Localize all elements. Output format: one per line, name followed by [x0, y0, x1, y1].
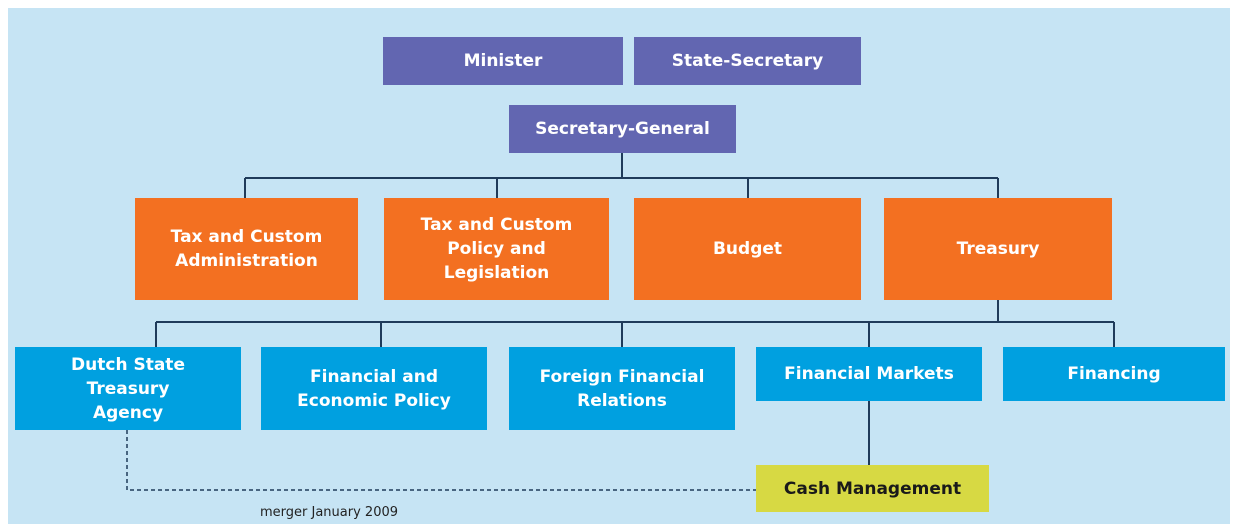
node: Budget: [634, 198, 861, 300]
node: State-Secretary: [634, 37, 861, 85]
annotation: merger January 2009: [260, 505, 399, 520]
node: Minister: [383, 37, 623, 85]
node: Financial Markets: [756, 347, 982, 401]
node: Foreign Financial Relations: [509, 347, 735, 430]
node: Financing: [1003, 347, 1225, 401]
node: Dutch State Treasury Agency: [15, 347, 241, 430]
node: Cash Management: [756, 465, 989, 512]
node: Secretary-General: [509, 105, 736, 153]
node: Financial and Economic Policy: [261, 347, 487, 430]
node: Tax and Custom Administration: [135, 198, 358, 300]
node: Treasury: [884, 198, 1112, 300]
node: Tax and Custom Policy and Legislation: [384, 198, 609, 300]
